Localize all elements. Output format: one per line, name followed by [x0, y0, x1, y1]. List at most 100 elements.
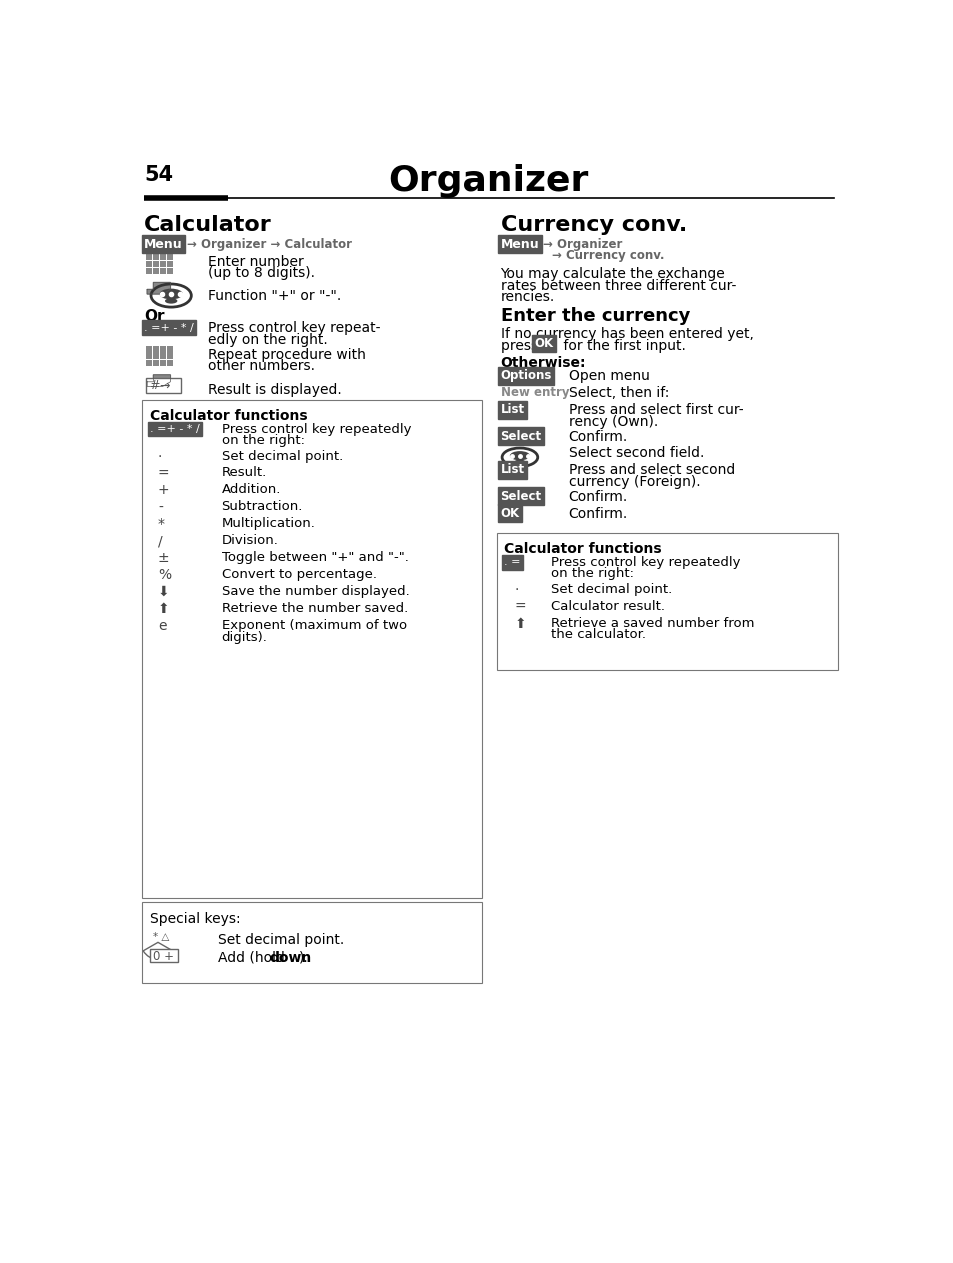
Text: New entry: New entry [500, 386, 568, 399]
Text: currency (Foreign).: currency (Foreign). [568, 475, 700, 489]
Bar [152, 261, 158, 266]
Text: =: = [514, 600, 525, 614]
Text: /: / [158, 534, 162, 548]
Bar [167, 346, 172, 352]
Text: Otherwise:: Otherwise: [500, 356, 585, 370]
Text: ).: ). [298, 951, 309, 965]
Text: Calculator: Calculator [144, 215, 272, 235]
Text: Press control key repeatedly: Press control key repeatedly [550, 556, 740, 568]
Text: . =+ - * /: . =+ - * / [144, 322, 193, 332]
Text: Or: Or [144, 309, 164, 325]
Bar [152, 346, 158, 352]
Bar [167, 254, 172, 260]
Text: . =+ - * /: . =+ - * / [150, 424, 200, 434]
Text: on the right:: on the right: [221, 434, 304, 447]
Text: Calculator functions: Calculator functions [150, 409, 308, 423]
Bar [497, 533, 837, 669]
Text: edly on the right.: edly on the right. [208, 332, 328, 346]
Text: Menu: Menu [144, 237, 182, 251]
Text: Enter the currency: Enter the currency [500, 307, 689, 325]
Text: → Organizer: → Organizer [542, 237, 622, 251]
Text: List: List [500, 403, 524, 417]
Ellipse shape [159, 289, 183, 299]
Text: Result is displayed.: Result is displayed. [208, 383, 342, 397]
Text: 0 +: 0 + [153, 950, 174, 964]
Text: * △: * △ [152, 932, 169, 942]
Text: ·: · [514, 582, 518, 596]
Bar [150, 949, 178, 962]
Bar [159, 268, 166, 274]
Text: . =: . = [504, 557, 520, 567]
Text: Enter number: Enter number [208, 255, 304, 269]
Text: Press control key repeatedly: Press control key repeatedly [221, 423, 411, 436]
Text: OK: OK [500, 506, 519, 519]
Text: Press and select first cur-: Press and select first cur- [568, 403, 742, 417]
Text: rency (Own).: rency (Own). [568, 416, 658, 429]
Bar [146, 378, 181, 393]
Text: You may calculate the exchange: You may calculate the exchange [500, 266, 724, 282]
Text: Subtraction.: Subtraction. [221, 500, 303, 513]
Text: ⬆: ⬆ [514, 616, 525, 630]
Ellipse shape [514, 460, 525, 465]
Text: Set decimal point.: Set decimal point. [221, 450, 342, 462]
Bar [152, 360, 158, 366]
Text: for the first input.: for the first input. [558, 340, 685, 354]
Bar [146, 268, 152, 274]
Wedge shape [143, 942, 172, 960]
Text: on the right:: on the right: [550, 567, 633, 581]
Text: Set decimal point.: Set decimal point. [550, 582, 672, 596]
Ellipse shape [165, 298, 177, 303]
Text: Retrieve a saved number from: Retrieve a saved number from [550, 616, 754, 630]
Text: Calculator functions: Calculator functions [504, 542, 661, 556]
Text: *: * [158, 518, 165, 532]
Text: Select: Select [500, 490, 541, 503]
Bar [152, 354, 158, 360]
Text: Add (hold: Add (hold [217, 951, 289, 965]
Text: Select: Select [500, 429, 541, 442]
Text: Repeat procedure with: Repeat procedure with [208, 347, 366, 362]
Text: Select second field.: Select second field. [568, 446, 703, 461]
Text: 54: 54 [144, 165, 173, 186]
Text: rencies.: rencies. [500, 290, 555, 304]
Text: Press and select second: Press and select second [568, 464, 734, 477]
Text: Save the number displayed.: Save the number displayed. [221, 585, 409, 599]
Bar [142, 399, 481, 898]
Bar [167, 354, 172, 360]
Ellipse shape [509, 451, 530, 460]
Bar [167, 268, 172, 274]
Text: %: % [158, 568, 171, 582]
Text: rates between three different cur-: rates between three different cur- [500, 279, 735, 293]
Bar [159, 360, 166, 366]
Text: +: + [158, 484, 170, 498]
Text: Addition.: Addition. [221, 484, 280, 496]
Bar [152, 268, 158, 274]
Text: Retrieve the number saved.: Retrieve the number saved. [221, 602, 407, 615]
Text: e: e [158, 619, 167, 633]
Text: Select, then if:: Select, then if: [568, 386, 668, 400]
Text: ⬆: ⬆ [158, 602, 170, 616]
Bar [167, 261, 172, 266]
Text: Open menu: Open menu [568, 370, 649, 384]
Text: digits).: digits). [221, 630, 267, 644]
Text: Convert to percentage.: Convert to percentage. [221, 568, 376, 581]
Text: Exponent (maximum of two: Exponent (maximum of two [221, 619, 406, 632]
Text: →: → [159, 379, 170, 393]
Bar [142, 902, 481, 983]
Bar [167, 360, 172, 366]
Polygon shape [147, 375, 171, 386]
Text: Calculator result.: Calculator result. [550, 600, 664, 613]
Text: ±: ± [158, 551, 170, 565]
Text: =: = [158, 466, 170, 480]
Text: Menu: Menu [500, 237, 538, 251]
Bar [159, 254, 166, 260]
Polygon shape [147, 283, 171, 294]
Text: Division.: Division. [221, 534, 278, 547]
Bar [146, 346, 152, 352]
Text: down: down [270, 951, 312, 965]
Text: → Organizer → Calculator: → Organizer → Calculator [187, 237, 352, 251]
Text: OK: OK [534, 337, 553, 350]
Text: Result.: Result. [221, 466, 267, 480]
Text: Confirm.: Confirm. [568, 506, 627, 520]
Text: #: # [149, 379, 159, 393]
Text: the calculator.: the calculator. [550, 628, 645, 642]
